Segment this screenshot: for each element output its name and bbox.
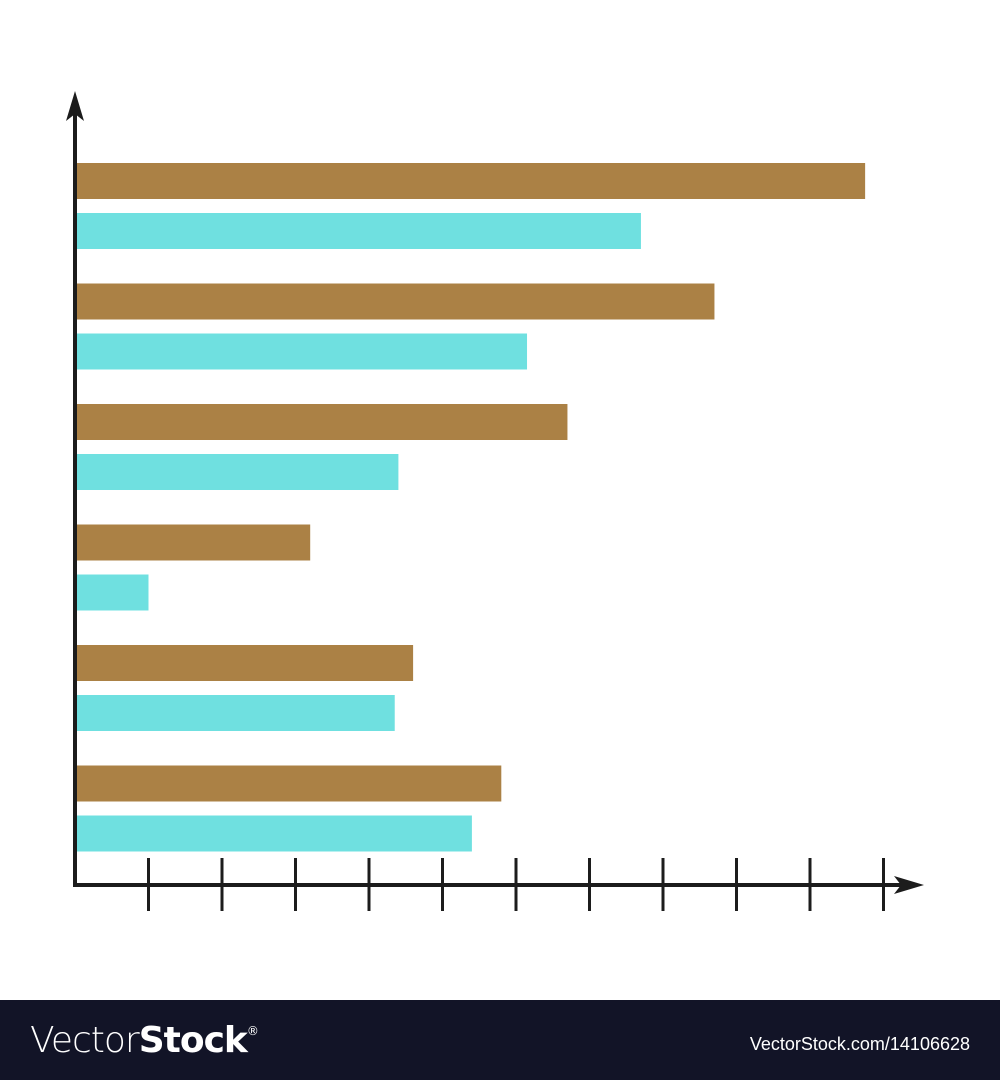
stock-id: VectorStock.com/14106628 (749, 1034, 970, 1054)
logo-bold: Stock (138, 1020, 248, 1061)
bar-series-2-group-6 (77, 815, 472, 852)
logo-mark: ® (246, 1024, 259, 1038)
bar-series-1-group-1 (77, 163, 866, 199)
y-axis-arrow-icon (66, 91, 84, 121)
bar-series-1-group-2 (77, 283, 715, 320)
bar-series-2-group-2 (77, 333, 528, 370)
bar-series-2-group-1 (77, 213, 641, 249)
logo-light: Vector (30, 1020, 140, 1061)
bar-series-1-group-4 (77, 524, 311, 561)
bar-series-1-group-3 (77, 404, 568, 440)
bar-chart (66, 91, 924, 911)
bar-series-2-group-4 (77, 574, 149, 611)
watermark-footer: VectorStock® VectorStock.com/14106628 (0, 1000, 1000, 1080)
bar-series-2-group-3 (77, 454, 399, 490)
bar-series-1-group-5 (77, 645, 414, 681)
vectorstock-logo: VectorStock® (30, 1020, 259, 1061)
bar-series-2-group-5 (77, 695, 395, 731)
bar-series-1-group-6 (77, 765, 502, 802)
x-axis-arrow-icon (894, 876, 924, 894)
